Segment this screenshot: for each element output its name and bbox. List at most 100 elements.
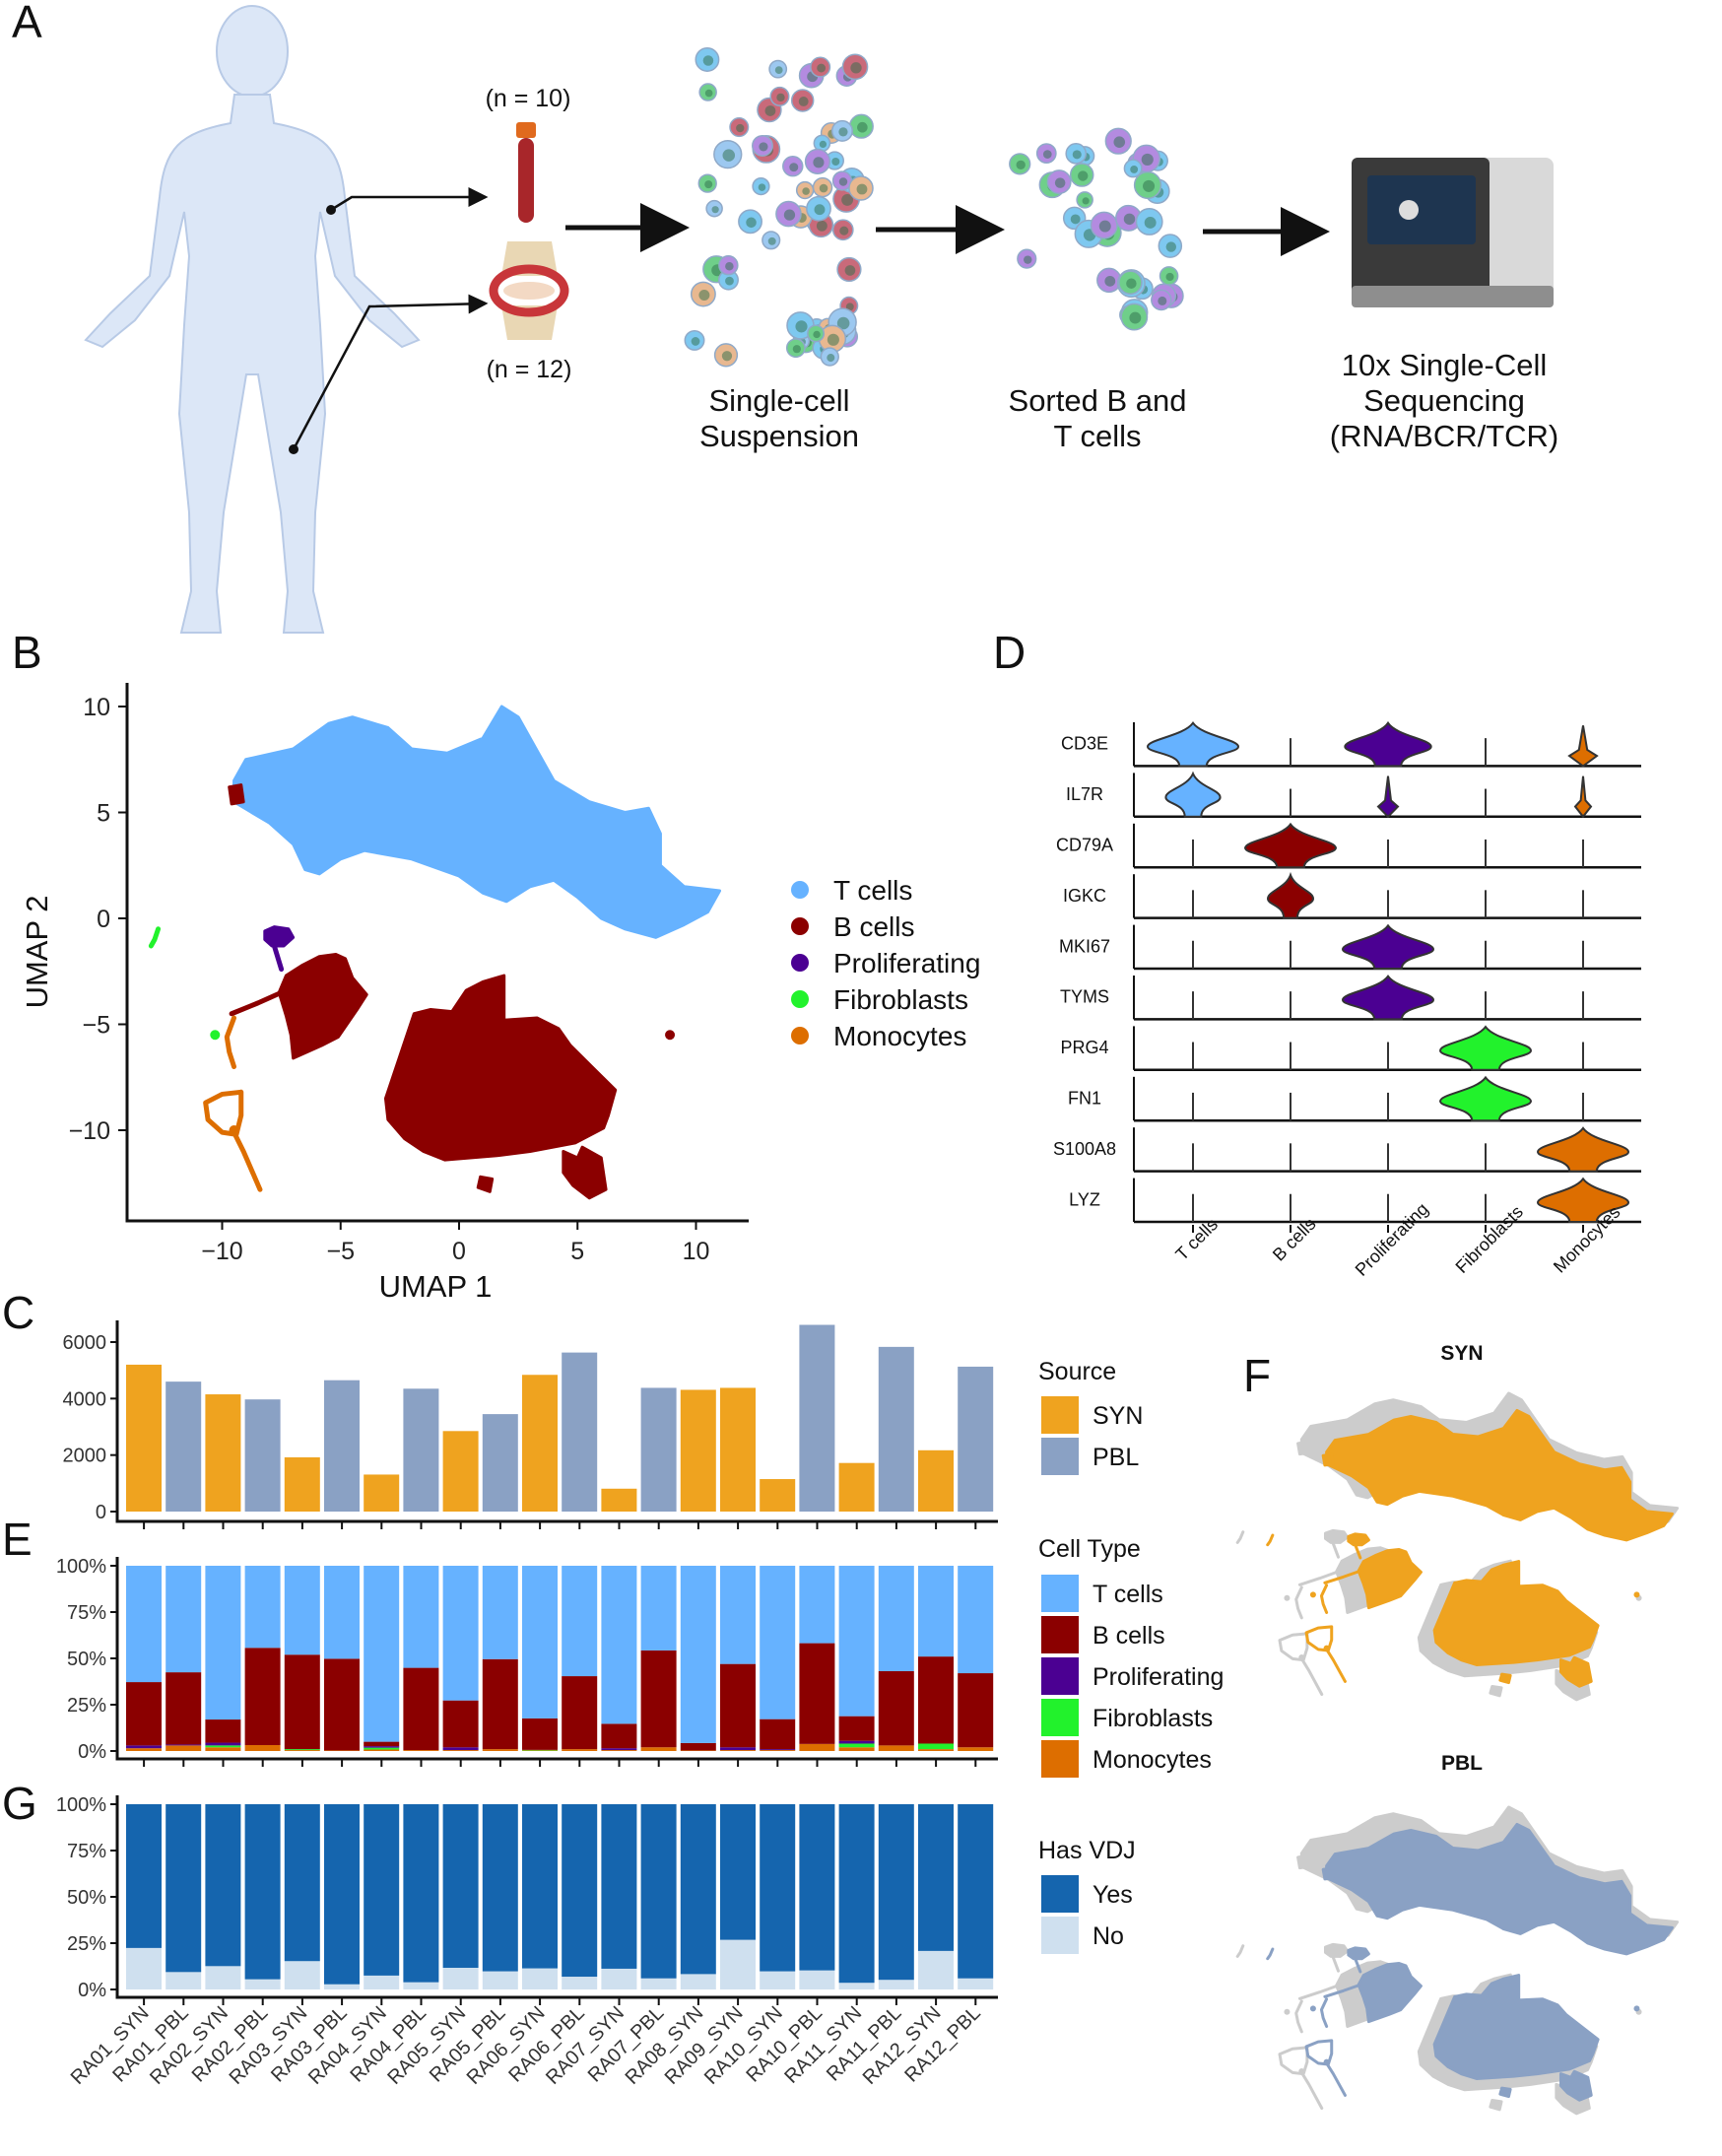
- cell-nucleus-icon: [814, 204, 826, 216]
- bar-segment-b-cells: [126, 1682, 162, 1746]
- bar-ra03_syn: [284, 1456, 320, 1512]
- cell-nucleus-icon: [774, 66, 783, 75]
- b-cells-cluster: [1498, 2086, 1512, 2099]
- legend-swatch: [1041, 1875, 1079, 1913]
- cell-nucleus-icon: [1078, 170, 1089, 181]
- y-tick-label: 100%: [56, 1794, 106, 1816]
- bar-segment-b-cells: [799, 1643, 835, 1744]
- legend-swatch: [1041, 1575, 1079, 1612]
- bar-segment-yes: [126, 1804, 162, 1948]
- legend-source-title: Source: [1038, 1358, 1116, 1385]
- bar-segment-no: [364, 1975, 400, 1989]
- cell-suspension-icon: [684, 47, 874, 368]
- cell-nucleus-icon: [1082, 197, 1090, 205]
- umap-axes: [125, 683, 749, 1223]
- cell-nucleus-icon: [759, 142, 768, 152]
- fibroblasts-cluster: [1309, 2005, 1316, 2012]
- legend-source: Source SYN PBL: [1038, 1358, 1143, 1475]
- cell-nucleus-icon: [850, 62, 862, 74]
- gene-label: IL7R: [1066, 784, 1103, 804]
- violin-row-il7r: IL7R: [1066, 771, 1641, 819]
- bar-segment-yes: [918, 1804, 954, 1951]
- bar-segment-t-cells: [126, 1566, 162, 1683]
- monocytes-cluster: [1298, 2068, 1305, 2074]
- bar-segment-proliferating: [601, 1748, 637, 1751]
- step1-line2: Suspension: [699, 419, 859, 453]
- bar-segment-yes: [878, 1804, 914, 1981]
- monocytes-cluster: [1325, 1648, 1347, 1683]
- cell-nucleus-icon: [1070, 214, 1081, 225]
- panel-a-workflow: (n = 10) (n = 12) Single-cell Suspension…: [84, 5, 1558, 634]
- bar-segment-fibroblasts: [838, 1743, 875, 1748]
- bar-segment-yes: [284, 1804, 320, 1962]
- axes: [115, 1320, 998, 1523]
- panel-letter-g: G: [2, 1778, 37, 1829]
- violin-monocytes: [1536, 1177, 1630, 1223]
- bar-segment-monocytes: [126, 1748, 162, 1751]
- bar-segment-monocytes: [166, 1745, 202, 1751]
- legend-label: SYN: [1093, 1402, 1143, 1430]
- bar-segment-t-cells: [442, 1566, 479, 1701]
- cell-type-label: Proliferating: [1352, 1199, 1432, 1280]
- bar-ra02_syn: [205, 1394, 241, 1512]
- umap-y-label: UMAP 2: [20, 896, 54, 1009]
- gene-label: PRG4: [1060, 1038, 1108, 1057]
- cell-nucleus-icon: [1165, 272, 1174, 282]
- bar-segment-b-cells: [166, 1672, 202, 1745]
- bar-segment-monocytes: [680, 1750, 716, 1751]
- violin-row-cd3e: CD3E: [1061, 720, 1641, 768]
- bar-segment-proliferating: [838, 1740, 875, 1744]
- step2-line1: Sorted B and: [1009, 383, 1187, 418]
- bar-segment-no: [640, 1978, 677, 1989]
- cell-nucleus-icon: [704, 89, 713, 98]
- cell-nucleus-icon: [1104, 275, 1116, 287]
- bar-segment-fibroblasts: [205, 1745, 241, 1748]
- knee-joint-icon: [489, 241, 569, 340]
- b-cells-cluster: [1357, 1962, 1423, 2024]
- x-tick-label: 5: [570, 1238, 584, 1265]
- cell-nucleus-icon: [841, 193, 854, 206]
- bar-segment-t-cells: [244, 1566, 281, 1649]
- bar-ra10_pbl: [799, 1324, 835, 1512]
- b-cells-cluster: [228, 783, 245, 806]
- cell-nucleus-icon: [736, 123, 745, 133]
- cell-nucleus-icon: [691, 337, 700, 346]
- bar-segment-t-cells: [284, 1566, 320, 1655]
- cell-nucleus-icon: [795, 320, 808, 333]
- bar-segment-monocytes: [601, 1750, 637, 1751]
- y-tick-label: 5: [97, 800, 110, 828]
- cell-nucleus-icon: [819, 183, 828, 193]
- bar-segment-b-cells: [324, 1658, 360, 1751]
- bar-ra04_syn: [364, 1474, 400, 1512]
- fibroblasts-cluster: [1235, 1944, 1245, 1958]
- bar-segment-no: [205, 1966, 241, 1989]
- violin-row-fn1: FN1: [1068, 1075, 1641, 1122]
- bar-ra10_syn: [760, 1479, 796, 1512]
- x-tick-label: 0: [452, 1238, 466, 1265]
- cell-nucleus-icon: [764, 105, 776, 116]
- panel-letter-e: E: [2, 1514, 33, 1565]
- legend-swatch: [791, 1027, 809, 1044]
- bar-ra01_pbl: [166, 1381, 202, 1512]
- cell-nucleus-icon: [1165, 241, 1176, 252]
- bar-segment-t-cells: [640, 1566, 677, 1651]
- legend-label: T cells: [833, 875, 912, 906]
- panel-f-source-umaps: SYN PBL: [1235, 1342, 1680, 2116]
- y-tick-label: 6000: [63, 1332, 107, 1354]
- y-tick-label: 0: [96, 1502, 106, 1523]
- panel-letter-d: D: [993, 627, 1026, 678]
- axes: [115, 1557, 998, 1761]
- monocytes-cluster: [1299, 2070, 1324, 2111]
- bar-segment-no: [562, 1977, 598, 1989]
- cell-nucleus-icon: [813, 157, 825, 168]
- cell-nucleus-icon: [1129, 311, 1142, 324]
- violin-monocytes: [1567, 725, 1599, 768]
- t-cells-cluster: [1325, 1822, 1674, 1956]
- bar-ra05_pbl: [482, 1414, 518, 1512]
- bar-segment-no: [166, 1972, 202, 1989]
- monocytes-cluster: [1299, 1656, 1324, 1697]
- bar-segment-t-cells: [958, 1566, 994, 1674]
- bar-segment-no: [403, 1982, 439, 1989]
- violin-proliferating: [1344, 720, 1432, 768]
- cell-nucleus-icon: [845, 303, 854, 311]
